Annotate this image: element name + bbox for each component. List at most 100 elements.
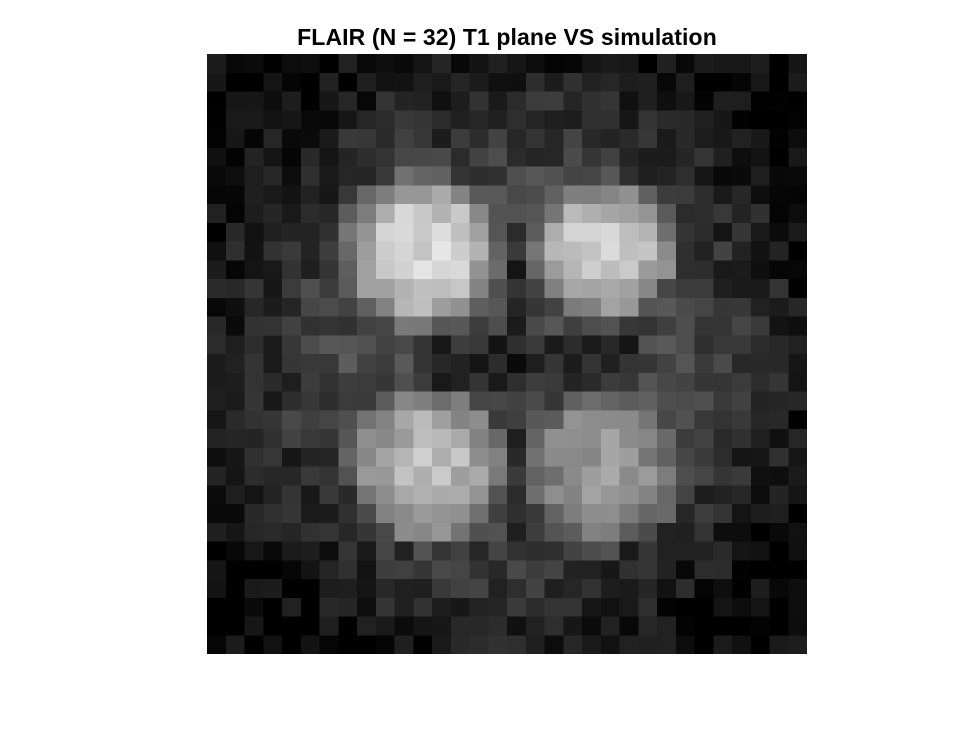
image-pixel	[507, 560, 527, 580]
image-pixel	[563, 185, 583, 205]
image-pixel	[394, 279, 414, 299]
image-pixel	[263, 560, 283, 580]
image-pixel	[563, 110, 583, 130]
image-pixel	[788, 410, 807, 430]
image-pixel	[675, 297, 695, 317]
image-pixel	[375, 504, 395, 524]
image-pixel	[394, 466, 414, 486]
image-pixel	[507, 241, 527, 261]
image-pixel	[675, 447, 695, 467]
image-pixel	[750, 541, 770, 561]
image-pixel	[375, 129, 395, 149]
image-pixel	[300, 316, 320, 336]
image-pixel	[394, 522, 414, 542]
image-pixel	[563, 297, 583, 317]
image-pixel	[582, 279, 602, 299]
image-pixel	[394, 429, 414, 449]
image-pixel	[375, 391, 395, 411]
image-pixel	[263, 185, 283, 205]
image-pixel	[750, 485, 770, 505]
image-pixel	[300, 429, 320, 449]
image-pixel	[225, 204, 245, 224]
image-pixel	[282, 222, 302, 242]
image-pixel	[582, 541, 602, 561]
image-pixel	[769, 185, 789, 205]
image-pixel	[582, 72, 602, 92]
image-pixel	[450, 260, 470, 280]
image-pixel	[638, 429, 658, 449]
image-pixel	[675, 391, 695, 411]
image-pixel	[225, 410, 245, 430]
image-pixel	[300, 410, 320, 430]
image-pixel	[357, 166, 377, 186]
image-pixel	[694, 147, 714, 167]
image-pixel	[694, 260, 714, 280]
image-pixel	[788, 54, 807, 74]
image-pixel	[300, 466, 320, 486]
image-pixel	[694, 279, 714, 299]
image-pixel	[769, 597, 789, 617]
image-pixel	[600, 447, 620, 467]
image-pixel	[469, 204, 489, 224]
image-pixel	[694, 297, 714, 317]
image-pixel	[750, 579, 770, 599]
image-pixel	[375, 316, 395, 336]
image-pixel	[694, 110, 714, 130]
image-pixel	[394, 222, 414, 242]
image-pixel	[544, 241, 564, 261]
image-pixel	[769, 447, 789, 467]
image-pixel	[394, 372, 414, 392]
image-pixel	[675, 316, 695, 336]
image-pixel	[469, 241, 489, 261]
image-pixel	[600, 260, 620, 280]
image-pixel	[319, 391, 339, 411]
image-pixel	[432, 391, 452, 411]
image-pixel	[713, 72, 733, 92]
image-pixel	[394, 166, 414, 186]
image-pixel	[263, 447, 283, 467]
image-pixel	[282, 129, 302, 149]
image-pixel	[544, 466, 564, 486]
image-pixel	[619, 354, 639, 374]
image-pixel	[675, 129, 695, 149]
image-pixel	[244, 316, 264, 336]
image-pixel	[713, 260, 733, 280]
image-pixel	[282, 597, 302, 617]
image-pixel	[338, 504, 358, 524]
image-pixel	[544, 72, 564, 92]
image-pixel	[207, 579, 227, 599]
image-pixel	[600, 185, 620, 205]
image-pixel	[300, 166, 320, 186]
image-pixel	[619, 110, 639, 130]
image-pixel	[450, 372, 470, 392]
image-pixel	[544, 129, 564, 149]
image-pixel	[525, 204, 545, 224]
image-pixel	[619, 91, 639, 111]
image-pixel	[338, 372, 358, 392]
image-pixel	[225, 335, 245, 355]
image-pixel	[488, 504, 508, 524]
image-pixel	[413, 447, 433, 467]
image-pixel	[582, 147, 602, 167]
image-pixel	[357, 410, 377, 430]
image-pixel	[375, 91, 395, 111]
image-pixel	[263, 279, 283, 299]
image-pixel	[469, 260, 489, 280]
image-pixel	[525, 222, 545, 242]
image-pixel	[357, 391, 377, 411]
image-pixel	[207, 316, 227, 336]
image-pixel	[600, 335, 620, 355]
image-pixel	[732, 579, 752, 599]
image-pixel	[657, 541, 677, 561]
image-pixel	[244, 354, 264, 374]
image-pixel	[319, 279, 339, 299]
image-pixel	[319, 54, 339, 74]
image-pixel	[375, 616, 395, 636]
image-pixel	[375, 297, 395, 317]
image-pixel	[694, 522, 714, 542]
image-pixel	[788, 485, 807, 505]
image-pixel	[413, 635, 433, 654]
image-pixel	[563, 560, 583, 580]
image-pixel	[244, 166, 264, 186]
image-pixel	[300, 91, 320, 111]
